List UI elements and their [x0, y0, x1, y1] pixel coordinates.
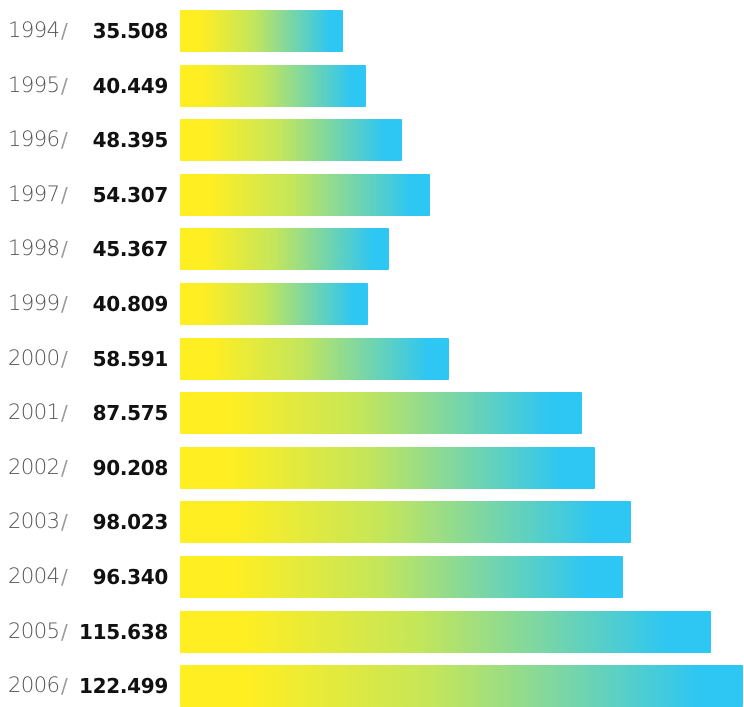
year-label: 2001 [8, 400, 60, 425]
bar [180, 446, 595, 489]
year-separator: / [61, 674, 68, 699]
bar [180, 64, 366, 107]
year-separator: / [61, 128, 68, 153]
year-separator: / [61, 455, 68, 480]
value-label: 90.208 [92, 455, 169, 480]
bar [180, 501, 631, 544]
bar [180, 173, 430, 216]
year-separator: / [61, 19, 68, 43]
year-label: 1999 [8, 291, 60, 315]
value-label: 54.307 [92, 182, 169, 207]
year-label: 1994 [8, 18, 60, 42]
year-separator: / [61, 510, 68, 535]
year-separator: / [61, 565, 68, 589]
year-separator: / [61, 73, 68, 98]
year-label: 2002 [8, 454, 60, 479]
year-label: 1996 [8, 127, 60, 152]
value-label: 87.575 [92, 401, 169, 426]
year-label: 2003 [8, 509, 60, 534]
year-label: 2004 [8, 564, 60, 588]
bar [180, 283, 368, 325]
value-label: 45.367 [92, 237, 169, 262]
year-separator: / [61, 346, 68, 371]
value-label: 122.499 [79, 674, 168, 699]
value-label: 40.809 [92, 292, 169, 316]
bar [180, 228, 389, 271]
bar [180, 10, 344, 52]
value-label: 115.638 [79, 619, 168, 644]
year-separator: / [61, 401, 68, 426]
value-label: 40.449 [92, 73, 169, 98]
year-separator: / [61, 237, 68, 262]
value-label: 96.340 [92, 565, 169, 589]
bar [180, 337, 450, 380]
year-separator: / [61, 619, 68, 644]
bar [180, 665, 743, 707]
bar [180, 119, 403, 162]
bar [180, 392, 583, 435]
value-label: 48.395 [92, 128, 169, 153]
bar [180, 556, 623, 598]
value-label: 98.023 [92, 510, 169, 535]
year-label: 1998 [8, 236, 60, 261]
year-separator: / [61, 292, 68, 316]
bar [180, 610, 712, 653]
year-label: 2005 [8, 618, 60, 643]
year-label: 1995 [8, 72, 60, 97]
value-label: 58.591 [92, 346, 169, 371]
year-separator: / [61, 182, 68, 207]
value-label: 35.508 [92, 19, 169, 43]
year-label: 1997 [8, 181, 60, 206]
year-label: 2006 [8, 673, 60, 698]
year-label: 2000 [8, 345, 60, 370]
